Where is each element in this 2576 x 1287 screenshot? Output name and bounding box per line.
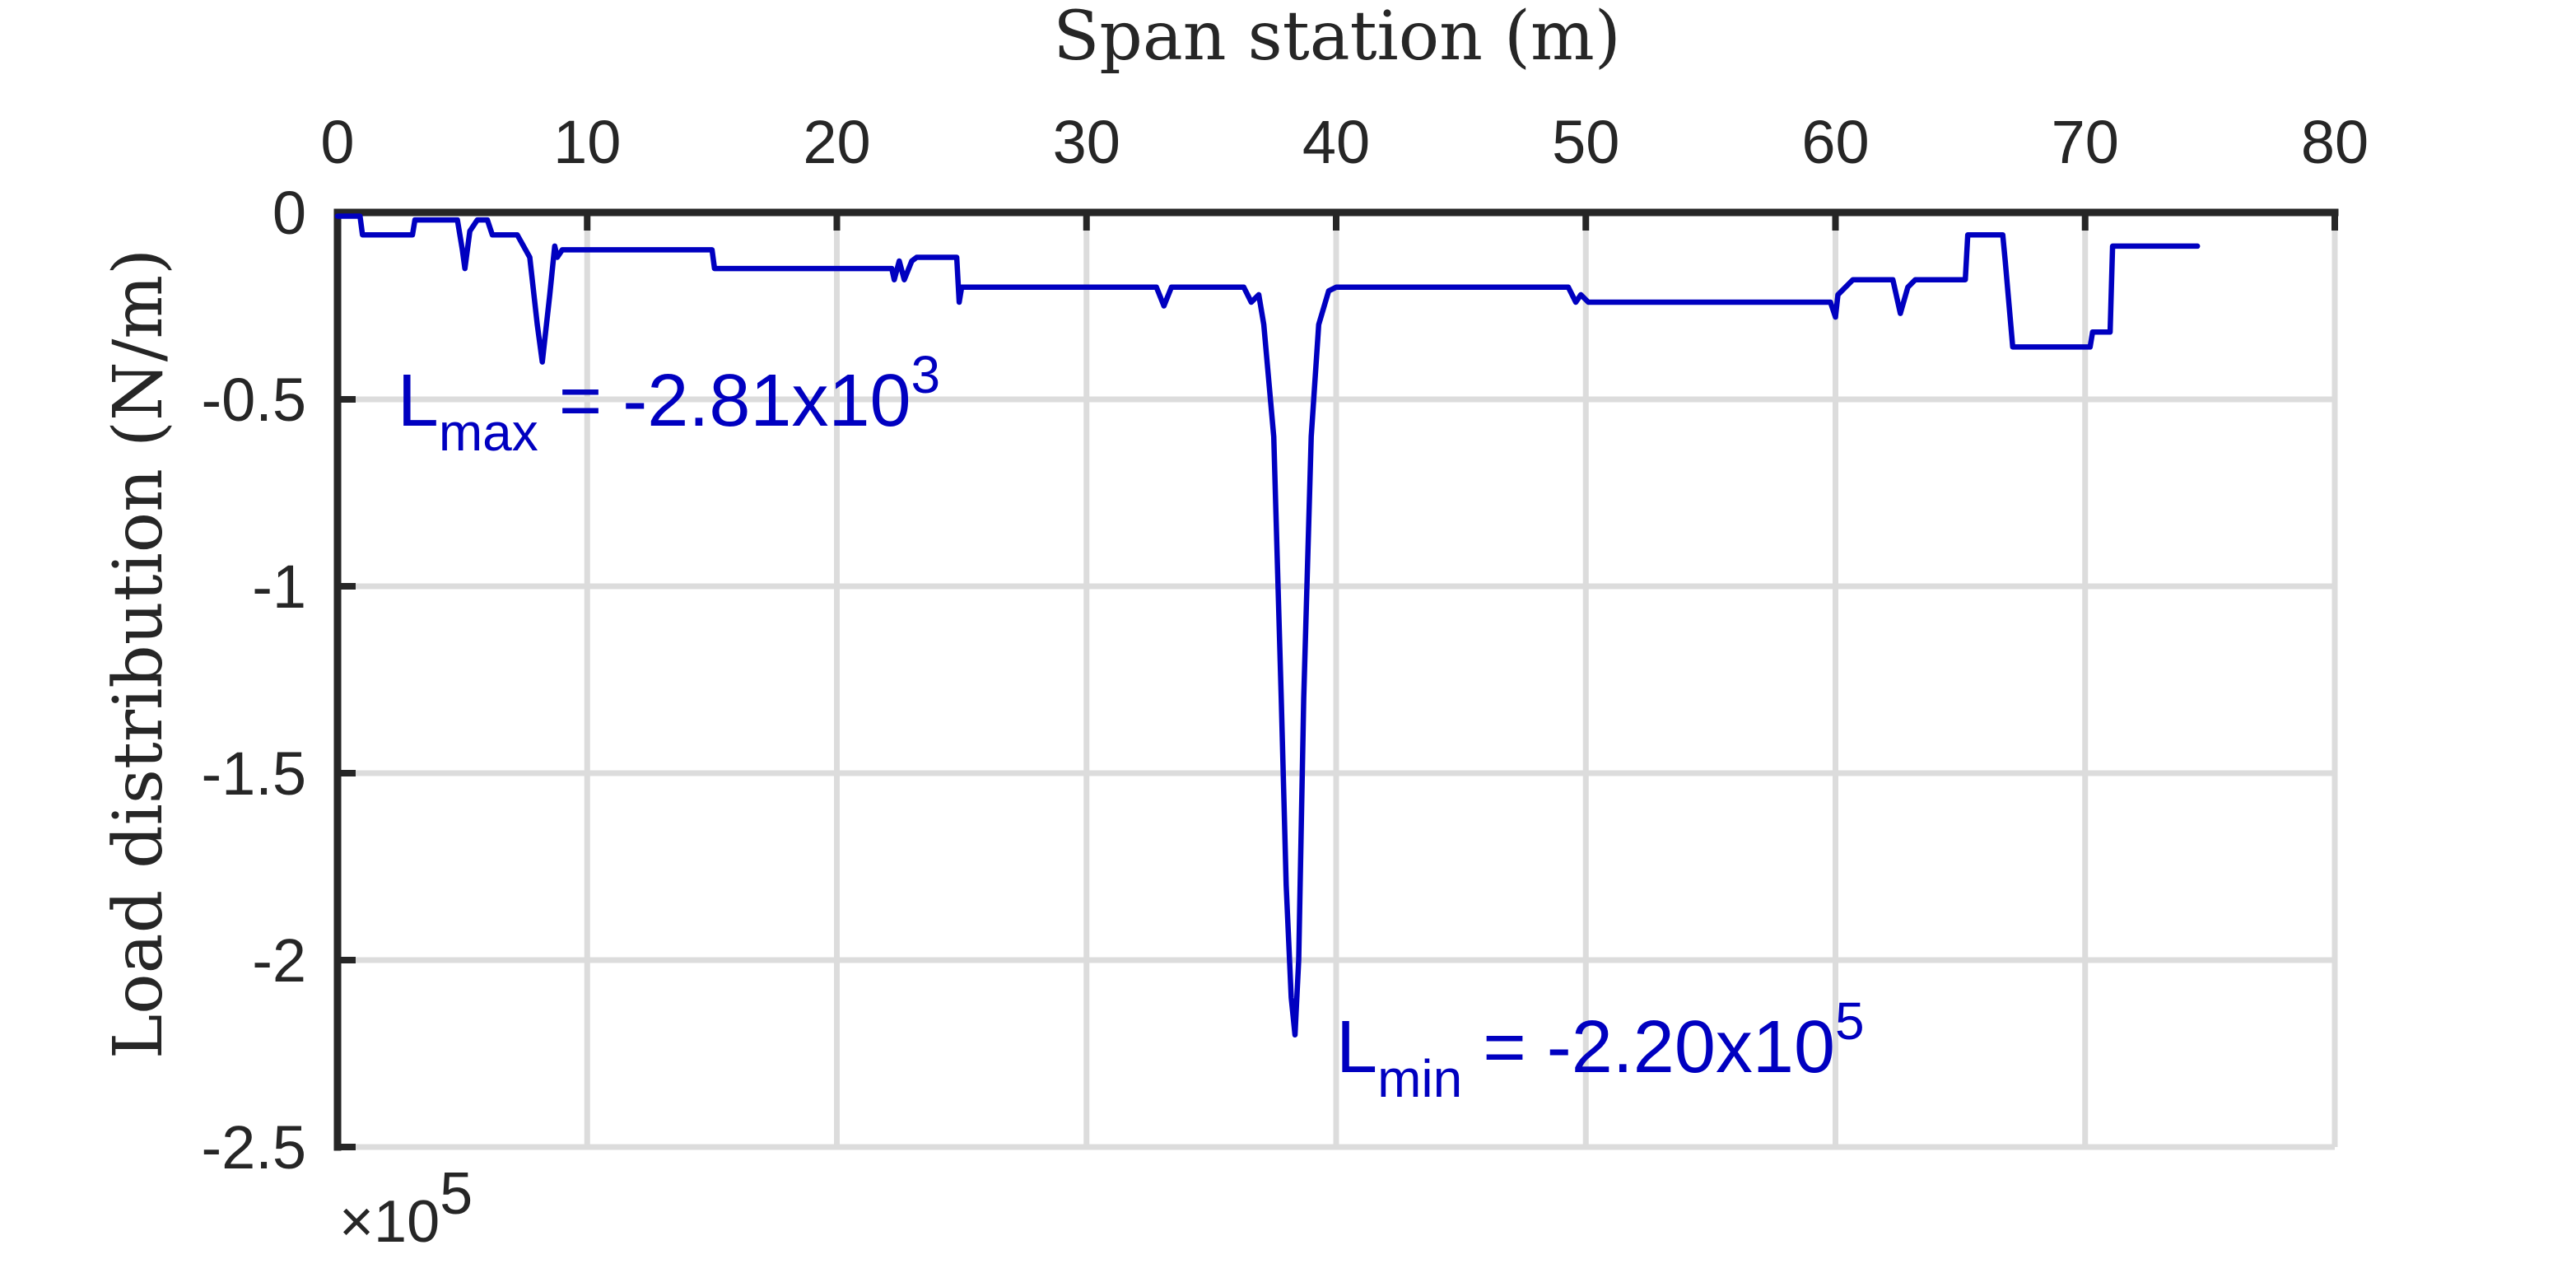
y-tick-label: -2.5 <box>201 1113 306 1182</box>
series-layer <box>334 213 2201 1038</box>
y-tick-labels: 0 -0.5 -1 -1.5 -2 -2.5 <box>201 179 306 1182</box>
tick-marks <box>334 209 2338 1150</box>
annotation-max: Lmax = -2.81x103 <box>398 345 940 462</box>
y-tick-label: -1.5 <box>201 739 306 808</box>
x-tick-label: 70 <box>2052 108 2119 176</box>
series-line <box>334 213 2201 1038</box>
y-multiplier-base: ×10 <box>339 1189 440 1255</box>
x-tick-label: 30 <box>1053 108 1120 176</box>
x-tick-labels: 0 10 20 30 40 50 60 70 80 <box>320 108 2369 176</box>
x-tick-label: 50 <box>1552 108 1619 176</box>
y-tick-label: -2 <box>252 926 306 995</box>
y-tick-label: -1 <box>252 553 306 621</box>
y-tick-label: -0.5 <box>201 366 306 434</box>
x-tick-label: 0 <box>320 108 354 176</box>
y-axis-title: Load distribution (N/m) <box>100 249 178 1059</box>
x-tick-label: 10 <box>553 108 621 176</box>
x-tick-label: 80 <box>2301 108 2369 176</box>
annotations: Lmax = -2.81x103 Lmin = -2.20x105 <box>398 345 1865 1108</box>
annotation-min: Lmin = -2.20x105 <box>1336 991 1865 1108</box>
x-axis-title: Span station (m) <box>1053 0 1621 76</box>
y-multiplier-exponent: 5 <box>440 1161 473 1227</box>
x-tick-label: 20 <box>803 108 870 176</box>
x-tick-label: 40 <box>1302 108 1370 176</box>
x-tick-label: 60 <box>1801 108 1869 176</box>
y-multiplier: ×105 <box>339 1161 473 1255</box>
y-tick-label: 0 <box>273 179 306 247</box>
